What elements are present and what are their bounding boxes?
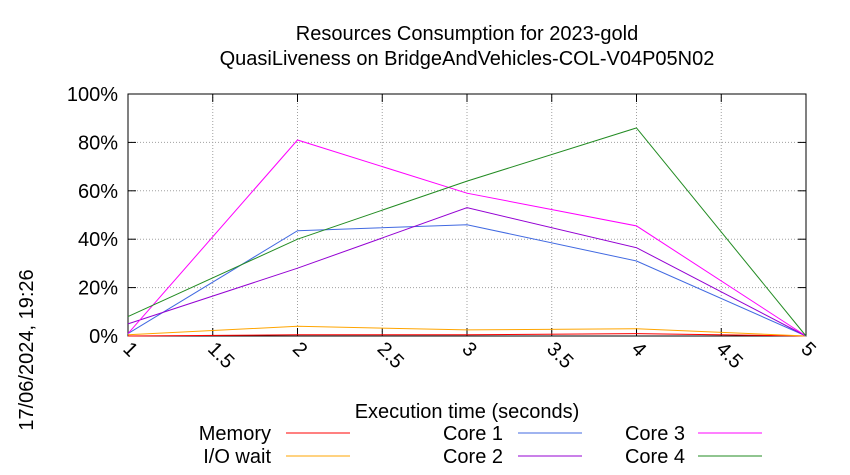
x-tick-label: 4	[627, 338, 650, 361]
legend-label: Core 4	[625, 446, 685, 468]
grid	[128, 94, 806, 336]
series-line-memory	[127, 333, 807, 337]
series-line-i-o-wait	[127, 325, 807, 337]
y-tick-label: 100%	[67, 84, 118, 106]
x-tick-label: 3	[457, 338, 480, 361]
series-lines	[127, 127, 807, 337]
x-tick-label: 5	[796, 338, 819, 361]
x-tick-label: 1	[118, 338, 141, 361]
y-tick-label: 40%	[78, 229, 118, 251]
legend-label: Core 2	[443, 446, 503, 468]
series-line-core-4	[127, 127, 807, 337]
legend-label: I/O wait	[203, 446, 271, 468]
timestamp: 17/06/2024, 19:26	[16, 269, 38, 430]
x-tick-label: 4.5	[712, 338, 747, 373]
y-tick-label: 0%	[89, 326, 118, 348]
legend-label: Core 3	[625, 423, 685, 445]
series-line-core-2	[127, 207, 807, 337]
x-tick-label: 2.5	[373, 338, 408, 373]
chart-subtitle: QuasiLiveness on BridgeAndVehicles-COL-V…	[220, 48, 715, 70]
y-tick-label: 20%	[78, 278, 118, 300]
y-tick-label: 80%	[78, 132, 118, 154]
series-line-core-3	[127, 139, 807, 337]
x-tick-label: 2	[288, 338, 311, 361]
x-tick-label: 3.5	[542, 338, 577, 373]
x-axis-label: Execution time (seconds)	[355, 401, 580, 423]
x-tick-label: 1.5	[203, 338, 238, 373]
legend-label: Memory	[199, 423, 271, 445]
y-tick-label: 60%	[78, 181, 118, 203]
chart-title: Resources Consumption for 2023-gold	[296, 23, 638, 45]
legend-label: Core 1	[443, 423, 503, 445]
